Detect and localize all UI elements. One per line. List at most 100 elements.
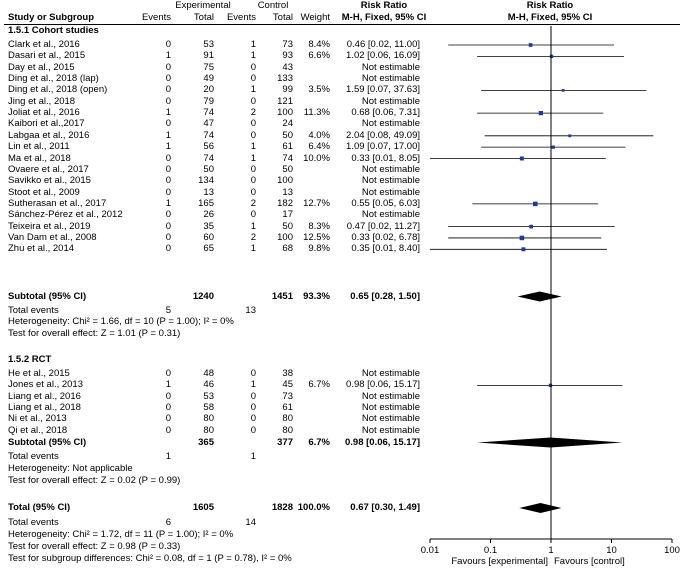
study-ci: Not estimable — [361, 413, 420, 425]
study-e-events: 0 — [165, 413, 171, 425]
overall-effect: Test for overall effect: Z = 0.02 (P = 0… — [8, 475, 181, 486]
x-tick-label: 10 — [606, 545, 617, 556]
subtotal-ci: 0.98 [0.06, 15.17] — [345, 436, 420, 448]
study-weight: 6.6% — [308, 50, 330, 62]
study-name: He et al., 2015 — [8, 368, 70, 379]
study-c-events: 1 — [250, 243, 256, 255]
study-c-events: 0 — [250, 118, 256, 130]
effect-marker — [519, 156, 524, 161]
subtotal-c-total: 1451 — [271, 290, 293, 302]
study-ci: Not estimable — [361, 175, 420, 187]
study-c-events: 1 — [250, 220, 256, 232]
study-e-events: 1 — [165, 379, 171, 391]
study-c-total: 73 — [282, 390, 293, 402]
heterogeneity: Heterogeneity: Chi² = 1.66, df = 10 (P =… — [8, 316, 234, 327]
study-name: Ovaere et al., 2017 — [8, 163, 89, 175]
study-ci: Not estimable — [361, 73, 420, 85]
study-c-total: 68 — [282, 243, 293, 255]
study-name: Qi et al., 2018 — [8, 424, 68, 436]
study-c-events: 1 — [250, 379, 256, 391]
study-e-events: 1 — [165, 141, 171, 153]
study-c-total: 121 — [277, 95, 293, 107]
heterogeneity: Heterogeneity: Not applicable — [8, 463, 133, 474]
study-c-total: 100 — [277, 175, 293, 187]
study-ci: Not estimable — [361, 118, 420, 130]
study-c-events: 1 — [250, 152, 256, 164]
study-e-total: 91 — [203, 50, 214, 62]
effect-marker — [548, 383, 553, 388]
total-events-c: 13 — [245, 305, 256, 316]
effect-marker — [521, 247, 526, 252]
subtotal-label: Subtotal (95% CI) — [8, 436, 87, 448]
study-c-total: 43 — [282, 61, 293, 73]
study-weight: 8.4% — [308, 39, 330, 50]
study-name: Teixeira et al., 2019 — [8, 220, 91, 232]
study-e-events: 0 — [165, 390, 171, 402]
study-e-total: 49 — [203, 73, 214, 85]
study-e-total: 20 — [203, 84, 214, 96]
study-name: Ding et al., 2018 (open) — [8, 84, 108, 96]
study-ci: 0.33 [0.02, 6.78] — [351, 231, 420, 243]
study-weight: 8.3% — [308, 220, 330, 232]
study-e-events: 0 — [165, 84, 171, 96]
study-name: Van Dam et al., 2008 — [8, 231, 97, 243]
study-e-events: 0 — [165, 402, 171, 414]
study-name: Joliat et al., 2016 — [8, 107, 80, 119]
study-c-total: 99 — [282, 84, 293, 96]
study-e-events: 0 — [165, 186, 171, 198]
total-events-label: Total events — [8, 517, 59, 528]
study-weight: 12.5% — [303, 231, 330, 243]
study-e-total: 13 — [203, 186, 214, 198]
study-weight: 12.7% — [303, 197, 330, 209]
study-c-events: 1 — [250, 141, 256, 153]
study-e-total: 79 — [203, 95, 214, 107]
study-ci: 1.02 [0.06, 16.09] — [346, 50, 420, 62]
study-c-total: 100 — [277, 107, 293, 119]
study-c-total: 13 — [282, 186, 293, 198]
subgroup-title: 1.5.1 Cohort studies — [8, 25, 99, 36]
study-e-total: 74 — [203, 107, 214, 119]
study-e-events: 0 — [165, 424, 171, 436]
study-e-total: 80 — [203, 413, 214, 425]
study-e-total: 50 — [203, 163, 214, 175]
study-e-events: 0 — [165, 73, 171, 85]
study-e-events: 0 — [165, 209, 171, 221]
study-c-total: 45 — [282, 379, 293, 391]
study-c-total: 61 — [282, 402, 293, 414]
study-c-events: 0 — [250, 390, 256, 402]
study-c-total: 74 — [282, 152, 293, 164]
subgroup-differences: Test for subgroup differences: Chi² = 0.… — [8, 553, 292, 564]
subtotal-e-total: 365 — [198, 436, 214, 448]
study-ci: Not estimable — [361, 424, 420, 436]
study-e-events: 0 — [165, 163, 171, 175]
total-events-c: 14 — [245, 517, 256, 528]
total-events-e: 5 — [165, 305, 171, 316]
study-e-events: 1 — [165, 50, 171, 62]
study-e-total: 48 — [203, 368, 214, 379]
study-ci: 0.55 [0.05, 6.03] — [351, 197, 420, 209]
study-c-total: 17 — [282, 209, 293, 221]
study-ci: 0.68 [0.06, 7.31] — [351, 107, 420, 119]
study-ci: 0.98 [0.06, 15.17] — [346, 379, 420, 391]
study-name: Lin et al., 2011 — [8, 141, 70, 153]
favours-left-label: Favours [experimental] — [451, 556, 548, 567]
study-e-total: 58 — [203, 402, 214, 414]
study-name: Jing et al., 2018 — [8, 95, 76, 107]
study-e-total: 60 — [203, 231, 214, 243]
study-name: Sánchez-Pérez et al., 2012 — [8, 209, 123, 221]
subtotal-c-total: 377 — [277, 436, 293, 448]
study-name: Sutherasan et al., 2017 — [8, 197, 107, 209]
study-c-total: 133 — [277, 73, 293, 85]
effect-marker — [568, 134, 572, 138]
study-name: Zhu et al., 2014 — [8, 243, 75, 255]
effect-marker — [519, 235, 525, 241]
study-ci: Not estimable — [361, 402, 420, 414]
header-rr-method: M-H, Fixed, 95% CI — [341, 12, 427, 23]
study-c-events: 0 — [250, 61, 256, 73]
header-study: Study or Subgroup — [8, 12, 95, 23]
subtotal-label: Subtotal (95% CI) — [8, 290, 87, 302]
overall-effect: Test for overall effect: Z = 1.01 (P = 0… — [8, 328, 181, 339]
study-ci: 2.04 [0.08, 49.09] — [346, 129, 420, 141]
study-c-events: 0 — [250, 402, 256, 414]
study-name: Clark et al., 2016 — [8, 39, 80, 50]
